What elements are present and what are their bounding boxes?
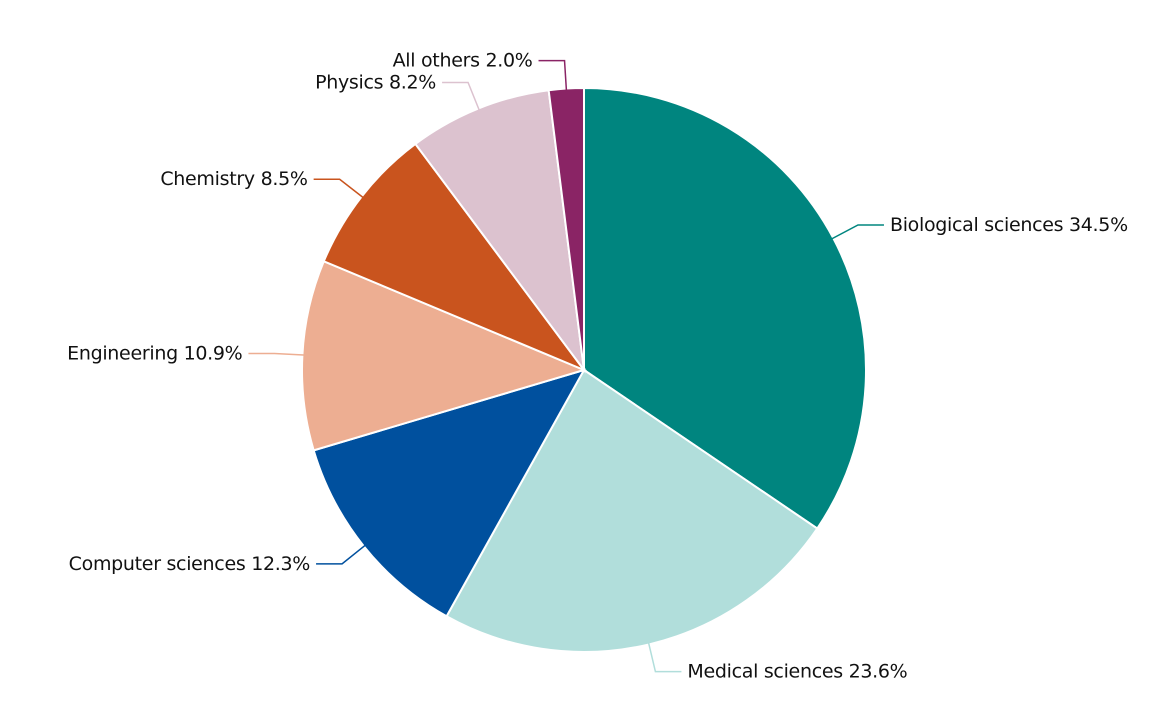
value-label: 8.5% xyxy=(261,168,308,190)
category-label: Computer sciences xyxy=(69,552,246,574)
slice-label: Biological sciences 34.5% xyxy=(890,213,1128,235)
category-label: Biological sciences xyxy=(890,213,1063,235)
leader-line xyxy=(313,178,367,201)
leader-line xyxy=(442,81,482,115)
leader-line xyxy=(827,224,884,242)
value-label: 8.2% xyxy=(389,71,436,93)
slice-label: Computer sciences 12.3% xyxy=(69,552,310,574)
value-label: 23.6% xyxy=(849,660,908,682)
leader-line xyxy=(316,541,370,565)
leader-line xyxy=(538,59,568,95)
value-label: 34.5% xyxy=(1069,213,1128,235)
value-label: 10.9% xyxy=(184,342,243,364)
category-label: All others xyxy=(393,49,480,71)
slice-label: Chemistry 8.5% xyxy=(160,168,307,190)
slice-label: All others 2.0% xyxy=(393,49,533,71)
category-label: Medical sciences xyxy=(687,660,842,682)
slice-label: Medical sciences 23.6% xyxy=(687,660,907,682)
slice-label: Physics 8.2% xyxy=(315,71,436,93)
category-label: Physics xyxy=(315,71,383,93)
slice-label: Engineering 10.9% xyxy=(67,342,242,364)
value-label: 2.0% xyxy=(485,49,532,71)
category-label: Chemistry xyxy=(160,168,255,190)
category-label: Engineering xyxy=(67,342,178,364)
leader-line xyxy=(248,352,309,357)
leader-line xyxy=(646,638,682,673)
value-label: 12.3% xyxy=(251,552,310,574)
